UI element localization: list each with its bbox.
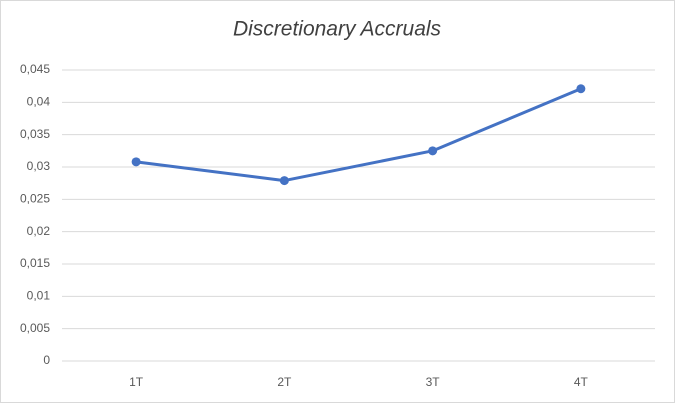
y-tick-label: 0,025 xyxy=(20,192,50,206)
y-tick-label: 0,015 xyxy=(20,256,50,270)
y-tick-label: 0,04 xyxy=(27,95,51,109)
y-tick-label: 0,02 xyxy=(27,224,51,238)
y-tick-label: 0,005 xyxy=(20,321,50,335)
data-point xyxy=(428,146,438,156)
y-tick-label: 0,03 xyxy=(27,159,51,173)
data-point xyxy=(279,176,289,186)
x-tick-label: 2T xyxy=(277,375,292,389)
y-tick-label: 0,01 xyxy=(27,289,51,303)
series-line xyxy=(134,87,583,183)
chart-title: Discretionary Accruals xyxy=(233,18,442,41)
data-point xyxy=(576,84,586,94)
x-tick-label: 3T xyxy=(426,375,441,389)
y-tick-label: 0,035 xyxy=(20,127,50,141)
y-tick-label: 0,045 xyxy=(20,62,50,76)
data-point xyxy=(131,157,141,167)
x-tick-label: 4T xyxy=(574,375,589,389)
x-tick-label: 1T xyxy=(129,375,144,389)
y-tick-label: 0 xyxy=(43,353,50,367)
